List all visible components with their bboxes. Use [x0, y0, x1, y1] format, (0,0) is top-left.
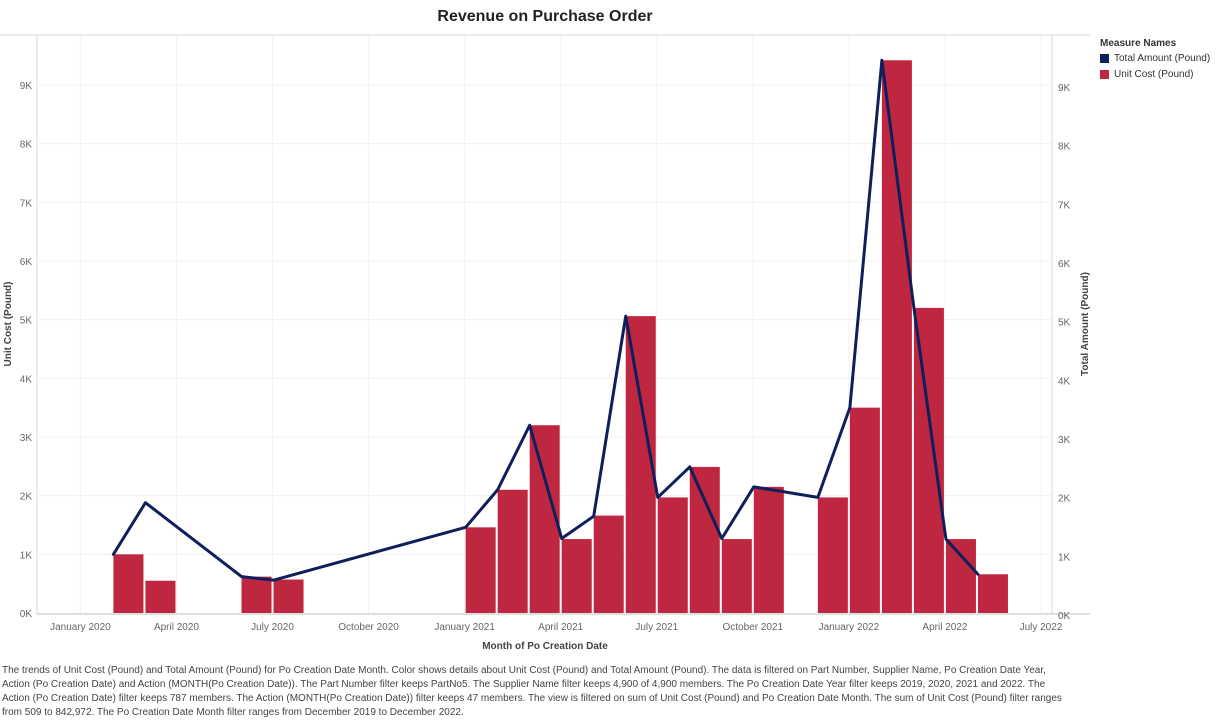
y-tick-label-right: 2K	[1058, 494, 1071, 505]
y-tick-label-left: 0K	[20, 609, 33, 620]
y-tick-label-right: 3K	[1058, 435, 1071, 446]
unit-cost-bar	[817, 497, 848, 613]
y-tick-label-left: 8K	[20, 140, 33, 151]
unit-cost-bar	[241, 576, 272, 613]
y-tick-label-left: 6K	[20, 257, 33, 268]
y-tick-label-left: 9K	[20, 81, 33, 92]
y-tick-label-left: 1K	[20, 550, 33, 561]
y-tick-label-right: 7K	[1058, 200, 1071, 211]
legend-item-unit-cost[interactable]: Unit Cost (Pound)	[1100, 69, 1210, 80]
unit-cost-bar	[561, 539, 592, 613]
x-tick-label: April 2022	[922, 622, 967, 633]
unit-cost-bar	[849, 407, 880, 613]
legend-label-total-amount: Total Amount (Pound)	[1114, 53, 1211, 64]
unit-cost-bar	[465, 527, 496, 613]
y-tick-label-left: 7K	[20, 198, 33, 209]
unit-cost-bar	[913, 307, 944, 613]
chart-caption: The trends of Unit Cost (Pound) and Tota…	[2, 665, 1062, 718]
y-tick-label-left: 2K	[20, 492, 33, 503]
legend: Measure Names Total Amount (Pound) Unit …	[1100, 38, 1210, 85]
y-axis-right-title: Total Amount (Pound)	[1080, 272, 1090, 376]
unit-cost-bar	[657, 497, 688, 613]
total-amount-polyline	[111, 58, 980, 582]
legend-item-total-amount[interactable]: Total Amount (Pound)	[1100, 53, 1210, 64]
unit-cost-bar	[145, 580, 176, 613]
y-tick-label-left: 3K	[20, 433, 33, 444]
unit-cost-bar	[273, 579, 304, 613]
y-tick-label-right: 9K	[1058, 83, 1071, 94]
y-tick-label-left: 4K	[20, 374, 33, 385]
unit-cost-bar	[689, 466, 720, 613]
unit-cost-bar	[721, 539, 752, 613]
unit-cost-bars	[113, 60, 1008, 614]
y-tick-label-right: 4K	[1058, 376, 1071, 387]
x-tick-label: July 2020	[251, 622, 294, 633]
x-tick-label: April 2021	[538, 622, 583, 633]
y-tick-label-left: 5K	[20, 316, 33, 327]
x-tick-label: July 2022	[1020, 622, 1063, 633]
unit-cost-bar	[977, 574, 1008, 613]
y-tick-label-right: 0K	[1058, 611, 1071, 622]
combo-chart: 0K 0K 1K 1K 2K 2K 3K 3K 4K 4K 5K 5K 6K 6K 7K 7K 8K 8K 9K 9K…	[0, 34, 1090, 652]
x-tick-label: July 2021	[635, 622, 678, 633]
y-tick-label-right: 5K	[1058, 318, 1071, 329]
unit-cost-bar	[881, 60, 912, 614]
unit-cost-bar	[945, 539, 976, 613]
chart-title: Revenue on Purchase Order	[437, 8, 653, 25]
unit-cost-bar	[753, 486, 784, 613]
x-axis-title: Month of Po Creation Date	[482, 641, 608, 652]
x-tick-label: October 2021	[723, 622, 784, 633]
legend-swatch-unit-cost	[1100, 70, 1109, 79]
x-tick-label: April 2020	[154, 622, 199, 633]
legend-title: Measure Names	[1100, 38, 1177, 49]
y-tick-label-right: 1K	[1058, 552, 1071, 563]
legend-swatch-total-amount	[1100, 54, 1109, 63]
x-tick-label: October 2020	[338, 622, 399, 633]
axes: 0K 0K 1K 1K 2K 2K 3K 3K 4K 4K 5K 5K 6K 6K 7K 7K 8K 8K 9K 9K…	[20, 81, 1071, 633]
y-tick-label-right: 6K	[1058, 259, 1071, 270]
y-tick-label-right: 8K	[1058, 142, 1071, 153]
unit-cost-bar	[113, 554, 144, 613]
total-amount-line	[111, 58, 980, 582]
unit-cost-bar	[593, 515, 624, 613]
x-tick-label: January 2022	[819, 622, 880, 633]
y-axis-left-title: Unit Cost (Pound)	[3, 282, 14, 367]
unit-cost-bar	[497, 489, 528, 613]
x-tick-label: January 2021	[434, 622, 495, 633]
x-tick-label: January 2020	[50, 622, 111, 633]
legend-label-unit-cost: Unit Cost (Pound)	[1114, 69, 1194, 80]
